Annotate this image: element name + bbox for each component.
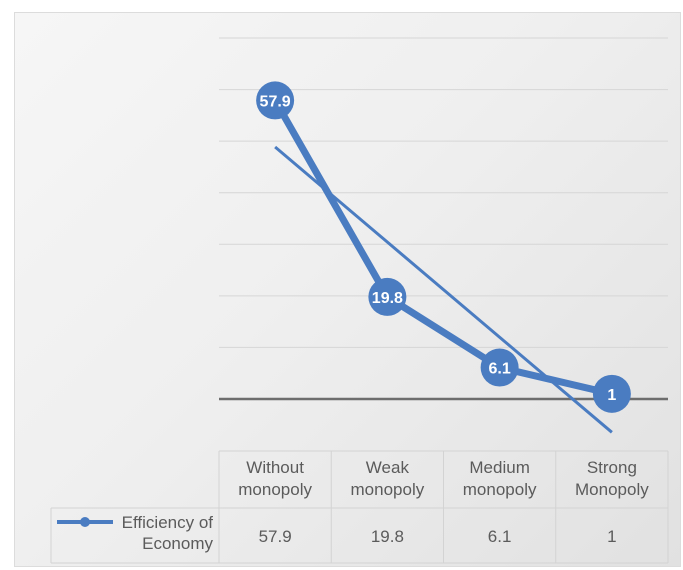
legend-label: Efficiency of Economy bbox=[122, 513, 214, 553]
line-chart: Without monopoly Weak monopoly Medium monopol… bbox=[50, 37, 669, 564]
chart-area: Without monopoly Weak monopoly Medium monopol… bbox=[14, 12, 681, 567]
data-point bbox=[368, 277, 407, 316]
table-value-cell: 19.8 bbox=[371, 527, 404, 546]
data-label: 57.9 bbox=[260, 93, 291, 110]
category-label: Medium monopoly bbox=[463, 458, 537, 499]
data-point bbox=[592, 374, 631, 413]
legend-marker-key bbox=[80, 517, 90, 527]
table-value-cell: 6.1 bbox=[488, 527, 512, 546]
data-point bbox=[480, 348, 519, 387]
data-label: 19.8 bbox=[372, 290, 403, 307]
data-point bbox=[256, 81, 295, 120]
table-value-cell: 1 bbox=[607, 527, 616, 546]
category-label: Strong Monopoly bbox=[575, 458, 649, 499]
data-label: 6.1 bbox=[489, 361, 511, 378]
table-value-cell: 57.9 bbox=[259, 527, 292, 546]
category-label: Without monopoly bbox=[238, 458, 312, 499]
data-label: 1 bbox=[607, 387, 616, 404]
category-label: Weak monopoly bbox=[351, 458, 425, 499]
series-line bbox=[271, 96, 616, 398]
